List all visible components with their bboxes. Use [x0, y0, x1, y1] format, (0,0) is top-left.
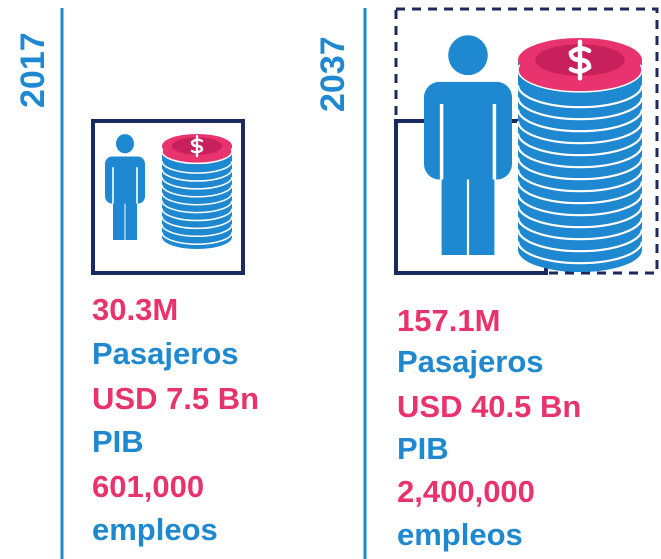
stat-label: PIB — [92, 424, 144, 459]
coin-edge — [516, 145, 644, 169]
coin-edge — [516, 229, 644, 253]
stat-label: PIB — [397, 431, 449, 466]
frame — [91, 119, 245, 275]
stat-label: empleos — [92, 512, 218, 547]
stat-label: empleos — [397, 517, 523, 552]
person-head — [448, 35, 488, 76]
coin-stack — [161, 134, 233, 249]
person-torso — [424, 81, 512, 180]
person-leg — [125, 197, 137, 240]
person-torso — [105, 156, 145, 204]
coin-edge — [161, 200, 233, 214]
coin-edge — [516, 181, 644, 205]
stat-value: 30.3M — [92, 292, 178, 327]
coin-edge — [161, 216, 233, 230]
coin-symbol — [190, 134, 204, 158]
person-icon — [424, 35, 512, 255]
stat-value: USD 7.5 Bn — [92, 381, 259, 416]
coin-edge — [161, 168, 233, 182]
coin-edge — [516, 241, 644, 265]
coin-edge — [161, 176, 233, 190]
coin-edge — [161, 160, 233, 174]
person-icon — [105, 134, 145, 240]
coin-edge — [161, 184, 233, 198]
coin-edge — [516, 169, 644, 193]
coin-symbol — [568, 39, 592, 81]
coin-edge — [516, 217, 644, 241]
coin-edge — [516, 97, 644, 121]
stat-value: USD 40.5 Bn — [397, 389, 581, 424]
stat-label: Pasajeros — [92, 336, 239, 371]
coin-edge — [516, 157, 644, 181]
person-head — [116, 134, 134, 154]
coin-edge — [161, 232, 233, 245]
stat-value: 157.1M — [397, 303, 500, 338]
coin-edge — [516, 109, 644, 133]
year-label: 2037 — [314, 36, 352, 112]
coin-edge — [161, 224, 233, 238]
person-leg — [441, 166, 467, 255]
year-label: 2017 — [14, 32, 52, 108]
person-leg — [113, 197, 125, 240]
stat-value: 2,400,000 — [397, 474, 535, 509]
coin-edge — [161, 208, 233, 222]
stat-value: 601,000 — [92, 469, 204, 504]
coin-stack — [516, 38, 644, 272]
coin-edge — [516, 193, 644, 217]
coin-edge — [161, 192, 233, 206]
person-leg — [469, 166, 495, 255]
coin-edge — [516, 205, 644, 229]
coin-edge — [516, 85, 644, 109]
coin-edge — [516, 121, 644, 145]
coin-edge — [516, 133, 644, 157]
stat-label: Pasajeros — [397, 344, 544, 379]
icons — [105, 35, 644, 272]
